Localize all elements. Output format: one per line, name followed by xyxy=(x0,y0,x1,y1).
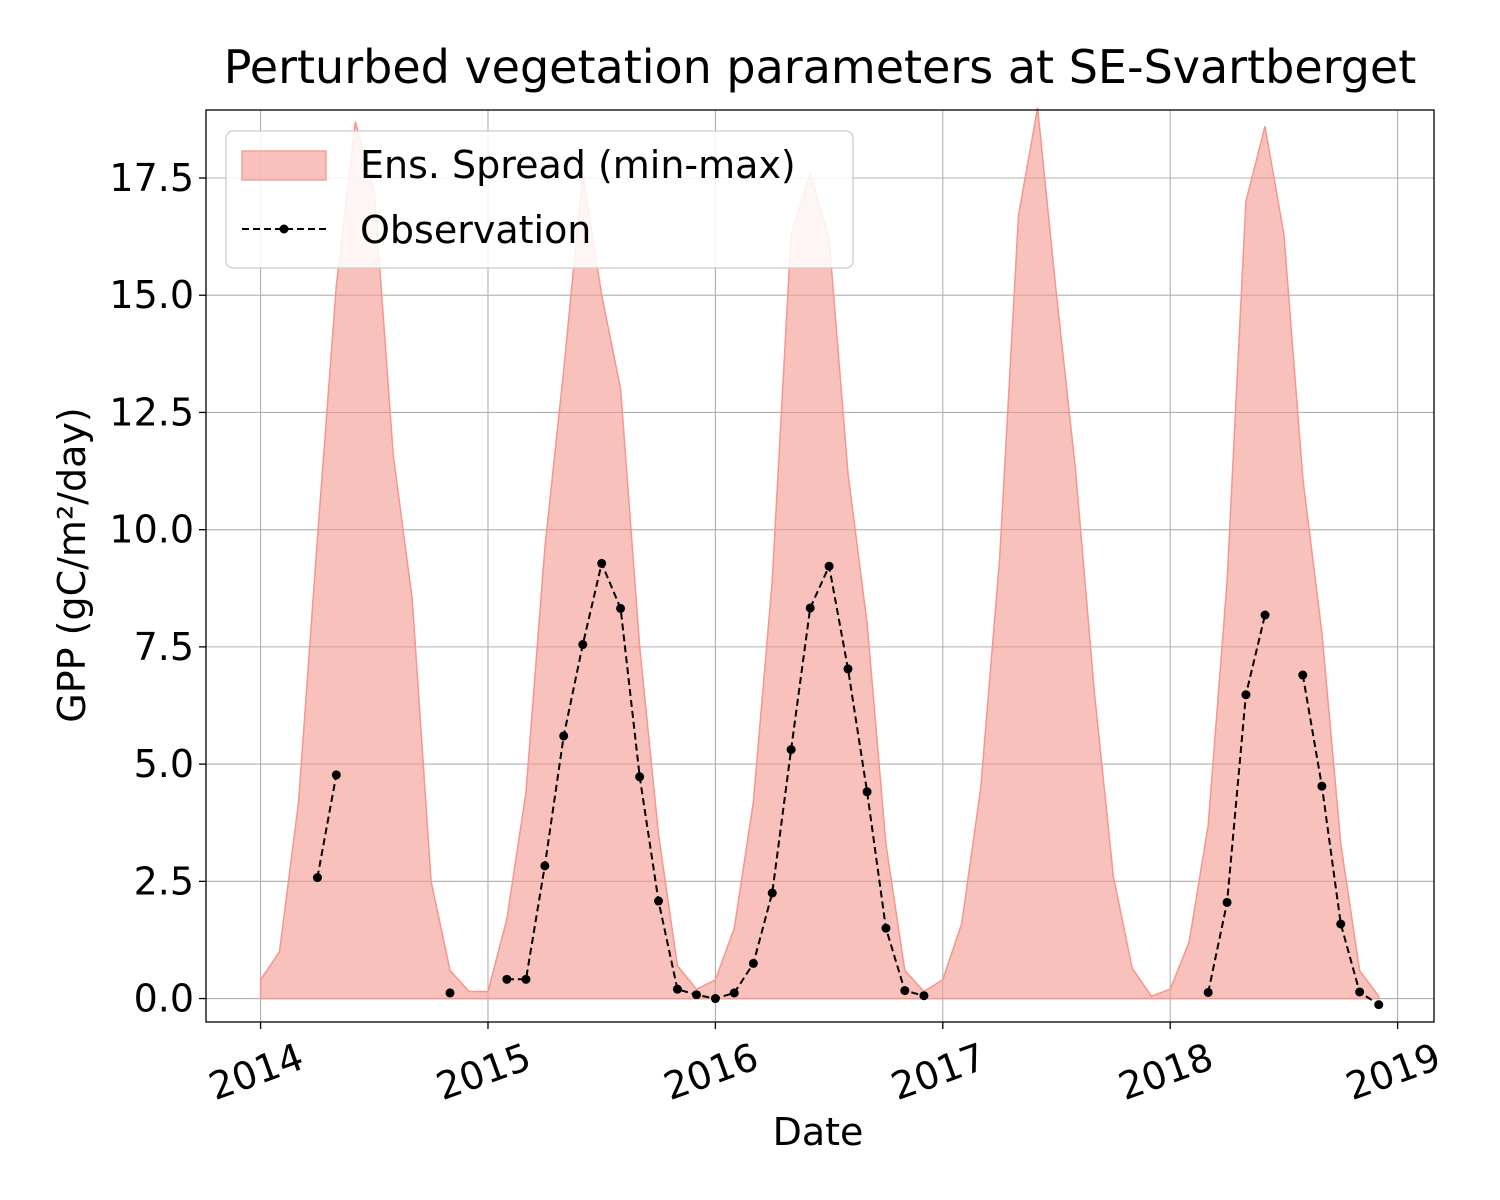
y-tick-label-2.5: 2.5 xyxy=(134,859,194,903)
observation-point xyxy=(692,990,702,1000)
y-tick-label-0.0: 0.0 xyxy=(134,977,194,1021)
observation-point xyxy=(540,861,550,871)
ensemble-spread-area xyxy=(259,107,1380,1000)
legend-label-spread: Ens. Spread (min-max) xyxy=(360,143,796,187)
observation-point xyxy=(445,988,455,998)
observation-point xyxy=(1260,610,1270,620)
legend-band-swatch xyxy=(241,150,327,181)
y-tick-label-7.5: 7.5 xyxy=(134,625,194,669)
ensemble-spread-band xyxy=(259,107,1380,1000)
observation-point xyxy=(1298,670,1308,680)
observation-point xyxy=(843,664,853,674)
observation-point xyxy=(881,923,891,933)
legend-label-observation: Observation xyxy=(360,208,591,252)
observation-point xyxy=(710,994,720,1004)
observation-point xyxy=(824,561,834,571)
plot-frame xyxy=(205,109,1435,1023)
observation-point xyxy=(919,991,929,1001)
observation-series xyxy=(312,558,1384,1010)
observation-point xyxy=(748,958,758,968)
observation-point xyxy=(1355,987,1365,997)
observation-point xyxy=(1203,987,1213,997)
observation-point xyxy=(862,787,872,797)
observation-point xyxy=(1317,781,1327,791)
y-tick-label-12.5: 12.5 xyxy=(109,390,194,434)
observation-point xyxy=(331,770,341,780)
observation-point xyxy=(578,640,588,650)
y-axis: 0.0 2.5 5.0 7.5 10.0 12.5 15.0 17.5 xyxy=(109,156,206,1021)
chart-title: Perturbed vegetation parameters at SE-Sv… xyxy=(224,40,1417,94)
y-axis-label: GPP (gC/m²/day) xyxy=(50,407,94,722)
observation-point xyxy=(654,896,664,906)
observation-point xyxy=(786,745,796,755)
observation-point xyxy=(1241,690,1251,700)
observation-point xyxy=(312,873,322,883)
legend-observation-marker xyxy=(279,224,289,234)
y-tick-label-17.5: 17.5 xyxy=(109,156,194,200)
observation-point xyxy=(1222,897,1232,907)
observation-point xyxy=(559,731,569,741)
observation-point xyxy=(1374,1000,1384,1010)
observation-point xyxy=(635,772,645,782)
observation-point xyxy=(1336,919,1346,929)
legend: Ens. Spread (min-max) Observation xyxy=(225,130,854,269)
observation-point xyxy=(521,974,531,984)
y-tick-label-5.0: 5.0 xyxy=(134,742,194,786)
observation-line-segment-0 xyxy=(316,774,338,878)
legend-box xyxy=(225,130,854,269)
observation-point xyxy=(502,974,512,984)
observation-point xyxy=(672,984,682,994)
y-tick-label-15.0: 15.0 xyxy=(109,273,194,317)
y-tick-label-10.0: 10.0 xyxy=(109,508,194,552)
observation-point xyxy=(767,888,777,898)
observation-point xyxy=(900,986,910,996)
observation-point xyxy=(805,603,815,613)
observation-point xyxy=(597,558,607,568)
observation-point xyxy=(729,988,739,998)
observation-point xyxy=(616,603,626,613)
x-axis-label: Date xyxy=(773,1110,864,1154)
observation-line-segment-3 xyxy=(1207,614,1266,993)
observation-line-segment-4 xyxy=(1301,674,1380,1006)
